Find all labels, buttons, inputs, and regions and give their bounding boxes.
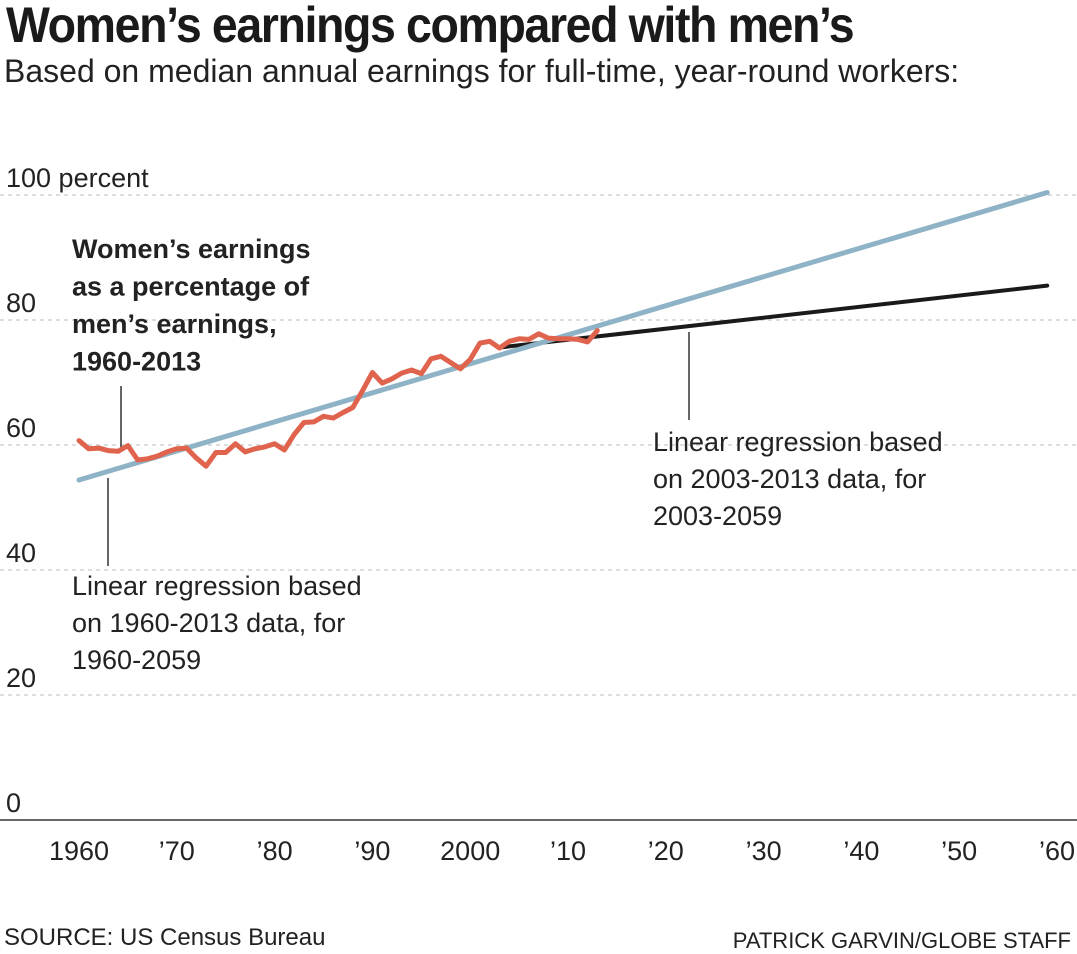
- chart-title: Women’s earnings compared with men’s: [6, 0, 855, 53]
- chart-subtitle: Based on median annual earnings for full…: [4, 53, 960, 89]
- annotation-regression-recent-line: Linear regression based: [653, 427, 943, 457]
- grid-lines: [0, 194, 1077, 821]
- x-tick-label-1990: ’90: [354, 836, 390, 866]
- x-tick-label-2020: ’20: [648, 836, 684, 866]
- y-tick-label-0: 0: [6, 788, 21, 818]
- x-tick-label-1970: ’70: [159, 836, 195, 866]
- annotation-actual-line: men’s earnings,: [72, 309, 277, 339]
- x-tick-label-2060: ’60: [1039, 836, 1075, 866]
- annotation-regression-full-line: Linear regression based: [72, 571, 362, 601]
- annotation-regression-full-line: on 1960-2013 data, for: [72, 608, 345, 638]
- x-tick-label-1980: ’80: [257, 836, 293, 866]
- x-tick-label-2000: 2000: [440, 836, 500, 866]
- annotations: Women’s earnings as a percentage of men’s …: [72, 234, 943, 675]
- annotation-regression-recent-line: on 2003-2013 data, for: [653, 464, 926, 494]
- x-tick-label-2050: ’50: [941, 836, 977, 866]
- series-line-regression-full: [76, 190, 1050, 483]
- source-note: SOURCE: US Census Bureau: [4, 924, 326, 951]
- x-tick-label-2030: ’30: [746, 836, 782, 866]
- y-tick-label-20: 20: [6, 663, 36, 693]
- x-tick-label-2040: ’40: [843, 836, 879, 866]
- annotation-actual-line: 1960-2013: [72, 347, 201, 377]
- annotation-actual-line: as a percentage of: [72, 272, 310, 302]
- annotation-regression-full-line: 1960-2059: [72, 645, 201, 675]
- x-tick-label-2010: ’10: [550, 836, 586, 866]
- series-line-actual: [76, 328, 600, 469]
- y-tick-label-100: 100 percent: [6, 163, 149, 193]
- annotation-regression-recent-line: 2003-2059: [653, 501, 782, 531]
- y-tick-label-60: 60: [6, 413, 36, 443]
- y-tick-label-80: 80: [6, 288, 36, 318]
- y-tick-labels: 0 20 40 60 80 100 percent: [6, 163, 149, 818]
- y-tick-label-40: 40: [6, 538, 36, 568]
- annotation-actual-line: Women’s earnings: [72, 234, 311, 264]
- credit-line: PATRICK GARVIN/GLOBE STAFF: [732, 928, 1071, 953]
- x-tick-labels: 1960 ’70 ’80 ’90 2000 ’10 ’20 ’30 ’40 ’50 ’60: [49, 836, 1075, 866]
- x-tick-label-1960: 1960: [49, 836, 109, 866]
- annotation-leaders: [107, 332, 690, 566]
- series-lines: [76, 190, 1050, 483]
